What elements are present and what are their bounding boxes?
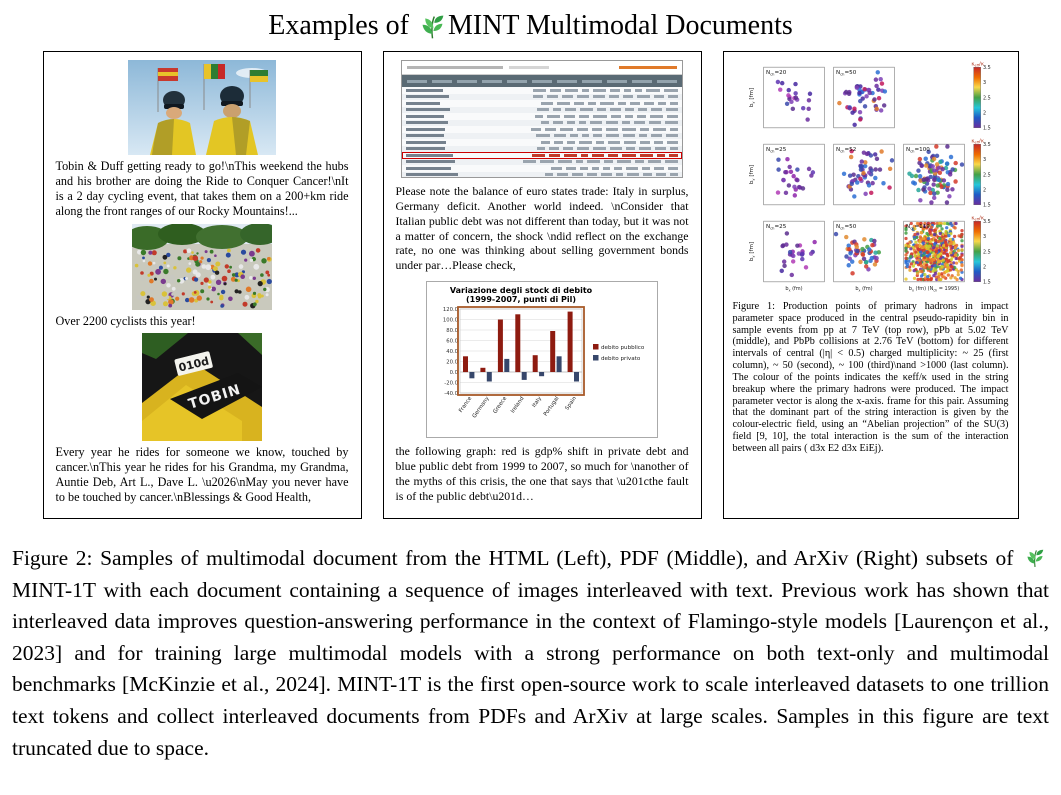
debt-chart: Variazione degli stock di debito (1999-20… [426, 281, 658, 439]
svg-text:Portugal: Portugal [543, 396, 561, 418]
svg-text:2.5: 2.5 [983, 172, 991, 178]
pdf-doc-text-1: Please note the balance of euro states t… [395, 184, 689, 273]
svg-text:100.0: 100.0 [443, 318, 459, 324]
crowd-photo [132, 223, 272, 310]
svg-text:3: 3 [983, 157, 986, 163]
svg-text:Germany: Germany [472, 395, 492, 419]
svg-text:Ireland: Ireland [510, 396, 526, 415]
svg-text:Nch=25: Nch=25 [766, 224, 787, 230]
svg-text:1.5: 1.5 [983, 203, 991, 209]
arxiv-figure-caption: Figure 1: Production points of primary h… [732, 301, 1009, 454]
figure-title: Examples of MINT Multimodal Documents [0, 10, 1061, 42]
pdf-subset-panel: Please note the balance of euro states t… [382, 51, 702, 519]
svg-text:2: 2 [983, 188, 986, 194]
svg-text:Variazione degli stock di debi: Variazione degli stock di debito [450, 286, 593, 295]
svg-text:2: 2 [983, 111, 986, 117]
cyclists-photo [128, 60, 276, 155]
html-subset-panel: Tobin & Duff getting ready to go!\nThis … [42, 51, 362, 519]
svg-text:2.5: 2.5 [983, 249, 991, 255]
svg-text:1.5: 1.5 [983, 126, 991, 132]
panels-row: Tobin & Duff getting ready to go!\nThis … [0, 51, 1061, 519]
svg-text:Nch=100: Nch=100 [906, 147, 930, 153]
svg-text:Italy: Italy [531, 395, 543, 409]
svg-text:20.0: 20.0 [446, 360, 458, 366]
svg-text:bx (fm): bx (fm) [785, 286, 802, 292]
svg-text:Nch=50: Nch=50 [836, 70, 857, 76]
figure-title-suffix: MINT Multimodal Documents [447, 10, 793, 41]
svg-text:60.0: 60.0 [446, 339, 458, 345]
svg-text:120.0: 120.0 [443, 307, 459, 313]
svg-text:by [fm]: by [fm] [749, 165, 755, 184]
svg-text:bx (fm): bx (fm) [855, 286, 872, 292]
scatter-grid-svg: by [fm] Nch=20 Nch=50 3.5 3 2.5 2 1.5 κeff/κ by [… [749, 61, 991, 292]
svg-text:-40.0: -40.0 [444, 391, 458, 397]
svg-text:3.5: 3.5 [983, 219, 991, 225]
svg-text:Nch=25: Nch=25 [766, 147, 787, 153]
figure-title-prefix: Examples of [268, 10, 409, 41]
svg-text:bx (fm) (Nch = 1995): bx (fm) (Nch = 1995) [908, 286, 958, 292]
svg-text:Greece: Greece [492, 395, 508, 415]
svg-text:40.0: 40.0 [446, 349, 458, 355]
svg-text:Nch=52: Nch=52 [836, 147, 856, 153]
svg-text:3.5: 3.5 [983, 65, 991, 71]
html-doc-text-1: Tobin & Duff getting ready to go!\nThis … [55, 159, 349, 219]
svg-text:Nch=20: Nch=20 [766, 70, 787, 76]
svg-text:Nch=50: Nch=50 [836, 224, 857, 230]
figure2-caption-part1: Figure 2: Samples of multimodal document… [12, 546, 1014, 570]
svg-text:3.5: 3.5 [983, 142, 991, 148]
svg-text:2: 2 [983, 265, 986, 271]
crowd-dots [134, 247, 272, 308]
figure2-caption: Figure 2: Samples of multimodal document… [12, 543, 1049, 764]
jersey-photo: 010d TOBIN [142, 332, 262, 441]
svg-text:κeff/κ: κeff/κ [971, 138, 985, 144]
svg-text:3: 3 [983, 234, 986, 240]
svg-text:by [fm]: by [fm] [749, 88, 755, 107]
svg-text:debito pubblico: debito pubblico [601, 345, 645, 351]
pdf-doc-text-2: the following graph: red is gdp% shift i… [395, 444, 689, 503]
svg-text:3: 3 [983, 80, 986, 86]
mint-leaf-icon-small [1027, 549, 1044, 568]
debt-chart-svg: Variazione degli stock di debito(1999-20… [443, 286, 645, 419]
svg-text:Spain: Spain [564, 396, 578, 412]
svg-text:-20.0: -20.0 [444, 381, 458, 387]
svg-text:κeff/κ: κeff/κ [971, 215, 985, 221]
svg-text:France: France [458, 395, 474, 414]
svg-text:by [fm]: by [fm] [749, 242, 755, 261]
svg-text:2.5: 2.5 [983, 95, 991, 101]
svg-text:(1999-2007, punti di Pil): (1999-2007, punti di Pil) [466, 295, 576, 304]
html-doc-text-2: Over 2200 cyclists this year! [55, 313, 196, 328]
svg-text:0.0: 0.0 [450, 370, 459, 376]
svg-text:debito privato: debito privato [601, 356, 641, 362]
svg-text:κeff/κ: κeff/κ [971, 61, 985, 67]
arxiv-subset-panel: by [fm] Nch=20 Nch=50 3.5 3 2.5 2 1.5 κeff/κ by [… [722, 51, 1019, 519]
html-doc-text-3: Every year he rides for someone we know,… [55, 444, 349, 504]
mint-leaf-icon [422, 15, 444, 38]
svg-text:1.5: 1.5 [983, 280, 991, 286]
svg-text:Nch=119: Nch=119 [906, 224, 930, 230]
figure2-caption-part2: MINT-1T with each document containing a … [12, 577, 1049, 760]
svg-text:80.0: 80.0 [446, 328, 458, 334]
imf-table-screenshot [401, 60, 683, 178]
